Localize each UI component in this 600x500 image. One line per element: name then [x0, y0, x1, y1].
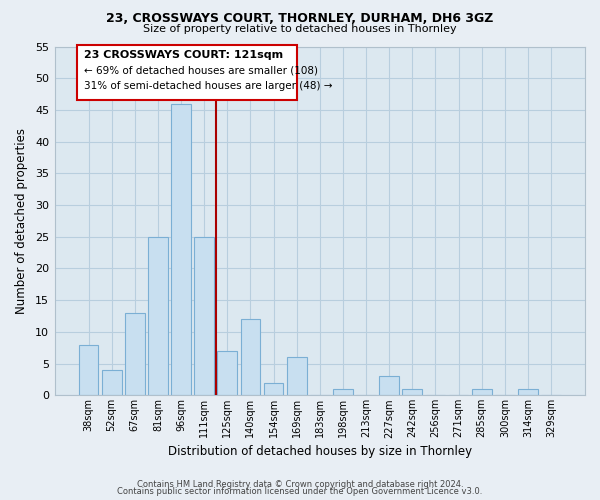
- Text: 31% of semi-detached houses are larger (48) →: 31% of semi-detached houses are larger (…: [84, 81, 332, 91]
- Bar: [264, 382, 283, 396]
- Bar: [379, 376, 399, 396]
- Bar: [241, 319, 260, 396]
- Text: 23 CROSSWAYS COURT: 121sqm: 23 CROSSWAYS COURT: 121sqm: [84, 50, 283, 60]
- Y-axis label: Number of detached properties: Number of detached properties: [15, 128, 28, 314]
- Bar: [217, 351, 237, 396]
- Bar: [125, 313, 145, 396]
- Bar: [472, 389, 491, 396]
- Bar: [79, 344, 98, 396]
- Bar: [171, 104, 191, 396]
- Bar: [148, 236, 168, 396]
- Text: Contains HM Land Registry data © Crown copyright and database right 2024.: Contains HM Land Registry data © Crown c…: [137, 480, 463, 489]
- Text: 23, CROSSWAYS COURT, THORNLEY, DURHAM, DH6 3GZ: 23, CROSSWAYS COURT, THORNLEY, DURHAM, D…: [106, 12, 494, 26]
- Bar: [333, 389, 353, 396]
- Bar: [518, 389, 538, 396]
- Text: Size of property relative to detached houses in Thornley: Size of property relative to detached ho…: [143, 24, 457, 34]
- FancyBboxPatch shape: [77, 45, 296, 100]
- Text: ← 69% of detached houses are smaller (108): ← 69% of detached houses are smaller (10…: [84, 66, 318, 76]
- Bar: [102, 370, 122, 396]
- Bar: [194, 236, 214, 396]
- Text: Contains public sector information licensed under the Open Government Licence v3: Contains public sector information licen…: [118, 487, 482, 496]
- X-axis label: Distribution of detached houses by size in Thornley: Distribution of detached houses by size …: [168, 444, 472, 458]
- Bar: [287, 357, 307, 396]
- Bar: [403, 389, 422, 396]
